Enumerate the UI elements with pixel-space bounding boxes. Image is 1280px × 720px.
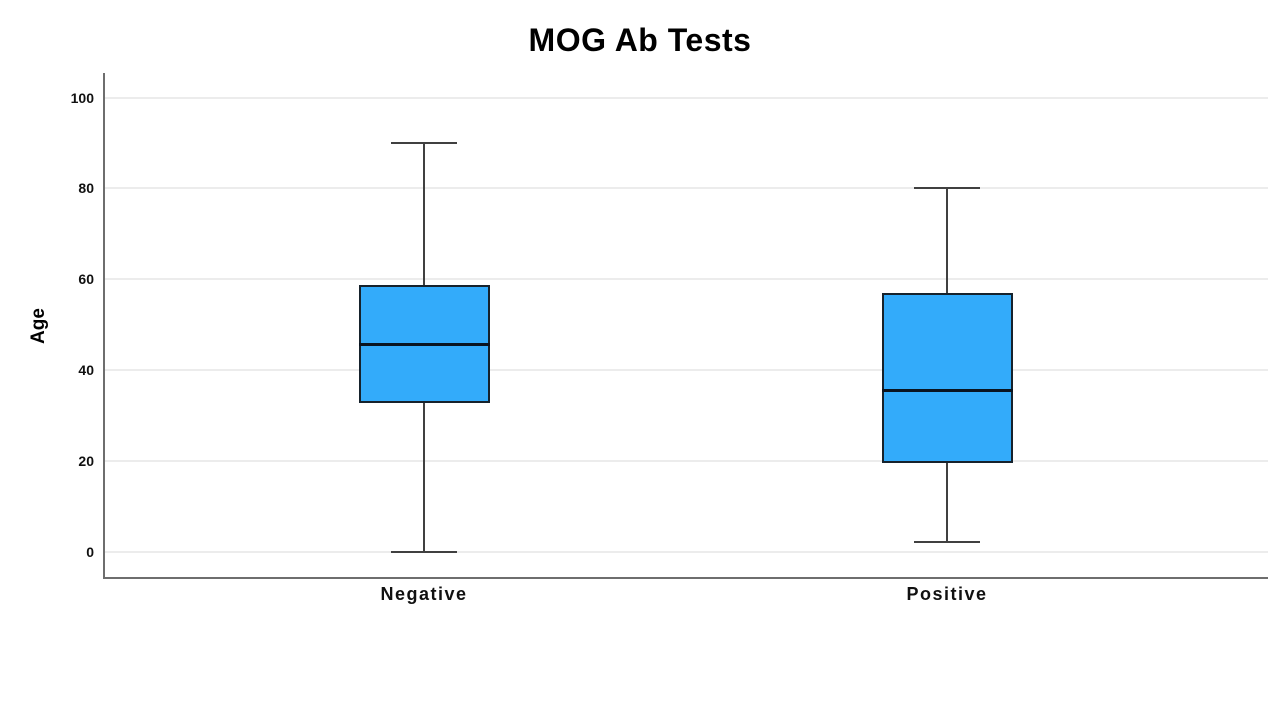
- upper-whisker-stem: [946, 188, 948, 294]
- chart-title: MOG Ab Tests: [528, 22, 752, 58]
- lower-whisker-stem: [423, 403, 425, 552]
- gridline-y-40: [105, 368, 1268, 371]
- gridline-y-60: [105, 278, 1268, 281]
- gridline-y-100: [105, 96, 1268, 99]
- lower-whisker-cap: [391, 550, 457, 553]
- gridline-y-0: [105, 550, 1268, 553]
- y-tick-label: 0: [86, 543, 94, 560]
- y-tick-label: 60: [78, 271, 94, 288]
- x-tick-label-negative: Negative: [380, 584, 468, 604]
- lower-whisker-cap: [914, 541, 980, 544]
- x-axis-line: [103, 577, 1268, 579]
- upper-whisker-cap: [391, 141, 457, 144]
- median-line-positive: [881, 389, 1013, 393]
- y-tick-label: 100: [70, 89, 94, 106]
- gridline-y-80: [105, 187, 1268, 190]
- box-positive: [881, 293, 1013, 464]
- y-axis-line: [103, 73, 105, 579]
- upper-whisker-stem: [423, 142, 425, 286]
- y-axis-label: Age: [28, 308, 49, 344]
- median-line-negative: [358, 343, 490, 347]
- gridline-y-20: [105, 459, 1268, 462]
- upper-whisker-cap: [914, 187, 980, 190]
- x-tick-label-positive: Positive: [906, 584, 988, 604]
- y-tick-label: 20: [78, 452, 94, 469]
- lower-whisker-stem: [946, 463, 948, 543]
- y-tick-label: 40: [78, 361, 94, 378]
- y-tick-label: 80: [78, 180, 94, 197]
